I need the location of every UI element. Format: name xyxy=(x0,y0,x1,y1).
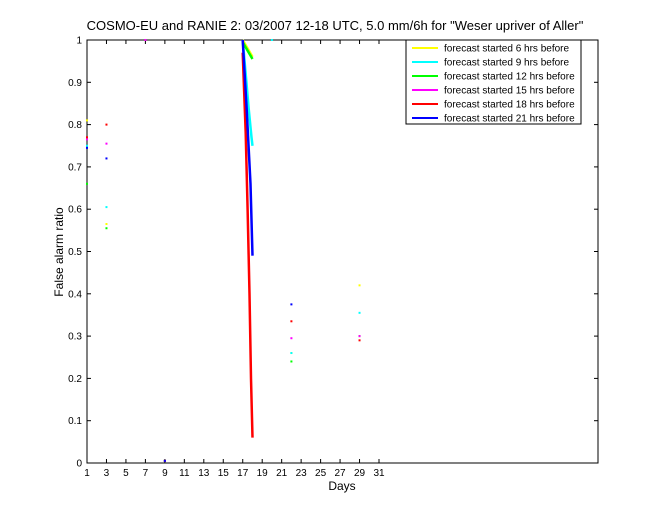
x-tick-label: 7 xyxy=(143,468,149,479)
y-tick-label: 0.6 xyxy=(68,205,82,216)
data-point xyxy=(358,335,361,338)
x-tick-label: 27 xyxy=(335,468,347,479)
legend-entry: forecast started 6 hrs before xyxy=(444,44,570,55)
data-point xyxy=(290,303,293,306)
x-tick-label: 31 xyxy=(373,468,385,479)
y-tick-label: 0.5 xyxy=(68,247,82,258)
legend-entry: forecast started 15 hrs before xyxy=(444,86,575,97)
x-tick-label: 19 xyxy=(257,468,269,479)
series-line xyxy=(241,52,254,438)
x-tick-label: 23 xyxy=(296,468,308,479)
x-tick-label: 5 xyxy=(123,468,129,479)
chart-title: COSMO-EU and RANIE 2: 03/2007 12-18 UTC,… xyxy=(87,18,584,33)
data-point xyxy=(358,339,361,342)
data-point xyxy=(290,360,293,363)
legend-entry: forecast started 18 hrs before xyxy=(444,100,575,111)
legend: forecast started 6 hrs before forecast st… xyxy=(405,39,582,125)
y-tick-label: 0.8 xyxy=(68,120,82,131)
y-tick-label: 0 xyxy=(76,459,82,470)
y-tick-label: 0.7 xyxy=(68,162,82,173)
data-point xyxy=(105,223,108,226)
x-tick-label: 13 xyxy=(198,468,210,479)
data-point xyxy=(86,138,88,141)
data-point xyxy=(290,320,293,323)
x-tick-label: 11 xyxy=(179,468,190,479)
y-tick-label: 0.3 xyxy=(68,332,82,343)
x-tick-label: 21 xyxy=(276,468,288,479)
data-point xyxy=(358,284,361,287)
data-point xyxy=(105,206,108,209)
y-axis-label: False alarm ratio xyxy=(52,207,66,297)
data-point xyxy=(163,459,166,462)
y-tick-label: 0.4 xyxy=(68,289,82,300)
legend-entry: forecast started 21 hrs before xyxy=(444,114,575,125)
data-point xyxy=(86,182,88,185)
series-line xyxy=(241,39,254,256)
y-axis: 0 0.1 0.2 0.3 0.4 0.5 0.6 0.7 0.8 0.9 1 xyxy=(68,36,598,470)
x-tick-label: 15 xyxy=(218,468,230,479)
data-point xyxy=(86,146,88,149)
x-tick-label: 17 xyxy=(237,468,249,479)
data-point xyxy=(358,311,361,314)
data-point xyxy=(105,227,108,230)
legend-entry: forecast started 9 hrs before xyxy=(444,58,570,69)
series-group xyxy=(86,39,293,462)
x-tick-label: 1 xyxy=(84,468,90,479)
legend-entry: forecast started 12 hrs before xyxy=(444,72,575,83)
y-tick-label: 0.2 xyxy=(68,374,82,385)
data-point xyxy=(290,352,293,355)
data-point xyxy=(86,144,88,147)
x-tick-label: 9 xyxy=(162,468,168,479)
data-point xyxy=(290,337,293,340)
y-tick-label: 0.1 xyxy=(68,416,82,427)
y-tick-label: 1 xyxy=(76,36,82,47)
data-point xyxy=(270,39,273,41)
series-line xyxy=(241,41,254,60)
data-point xyxy=(144,39,147,41)
x-tick-label: 29 xyxy=(354,468,366,479)
data-point xyxy=(105,157,108,160)
x-axis-label: Days xyxy=(328,479,355,493)
data-point xyxy=(86,136,88,139)
x-tick-label: 3 xyxy=(104,468,110,479)
x-tick-label: 25 xyxy=(315,468,327,479)
data-point xyxy=(105,123,108,126)
data-point xyxy=(86,119,88,122)
series-layer xyxy=(86,39,361,462)
data-point xyxy=(105,142,108,145)
y-tick-label: 0.9 xyxy=(68,78,82,89)
legend-box xyxy=(405,39,582,125)
